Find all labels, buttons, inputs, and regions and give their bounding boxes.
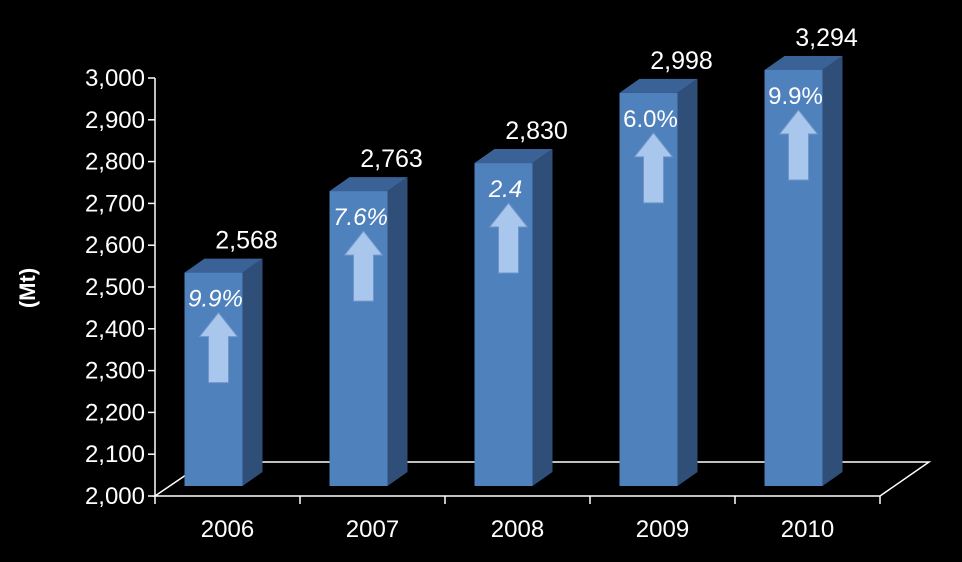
x-tick-label: 2009 <box>636 516 689 543</box>
growth-label: 9.9% <box>188 286 243 313</box>
y-tick-label: 2,600 <box>85 232 145 259</box>
bar-side <box>677 78 698 486</box>
up-arrow-icon <box>633 132 674 204</box>
up-arrow-icon <box>778 109 819 181</box>
y-tick-label: 2,300 <box>85 358 145 385</box>
bar: 7.6% 2,763 <box>329 145 423 487</box>
bar-front <box>329 191 388 487</box>
value-label: 3,294 <box>795 24 858 52</box>
bar-top <box>329 177 408 192</box>
y-tick-label: 2,900 <box>85 107 145 134</box>
y-tick-label: 2,000 <box>85 483 145 510</box>
value-label: 2,998 <box>650 47 713 75</box>
growth-label: 6.0% <box>623 106 678 133</box>
x-tick-label: 2006 <box>201 516 254 543</box>
up-arrow-icon <box>488 202 529 274</box>
y-axis-label: (Mt) <box>15 268 40 308</box>
bar-top <box>184 258 263 273</box>
bars: 9.9% 2,568 7.6% 2,763 2.4 2,830 6.0% 2,998 9.9% 3… <box>184 24 858 487</box>
bar: 6.0% 2,998 <box>619 47 713 486</box>
y-tick-label: 2,200 <box>85 399 145 426</box>
value-label: 2,568 <box>215 227 278 255</box>
bar-side <box>242 258 263 486</box>
bar-top <box>764 56 843 70</box>
x-tick-label: 2010 <box>781 516 834 543</box>
up-arrow-icon <box>198 311 239 384</box>
growth-label: 7.6% <box>333 204 388 231</box>
bar-side <box>387 177 408 487</box>
y-axis: 2,000 2,100 2,200 2,300 2,400 2,500 2,600 2,700… <box>85 65 156 510</box>
x-tick-label: 2008 <box>491 516 544 543</box>
growth-label: 2.4 <box>488 176 522 203</box>
bar-top <box>619 78 698 93</box>
growth-label: 9.9% <box>768 83 823 110</box>
value-label: 2,830 <box>505 117 568 145</box>
y-tick-label: 2,500 <box>85 274 145 301</box>
x-axis: 2006 2007 2008 2009 2010 <box>154 496 881 543</box>
bar: 9.9% 2,568 <box>184 227 278 486</box>
bar-side <box>532 149 553 486</box>
bar: 2.4 2,830 <box>474 117 568 486</box>
y-tick-label: 2,800 <box>85 149 145 176</box>
x-tick-label: 2007 <box>346 516 399 543</box>
y-tick-label: 2,700 <box>85 190 145 217</box>
bar-side <box>822 56 843 486</box>
bar: 9.9% 3,294 <box>764 24 858 486</box>
up-arrow-icon <box>343 230 384 302</box>
value-label: 2,763 <box>360 145 423 173</box>
bar-top <box>474 149 553 164</box>
y-tick-label: 2,100 <box>85 441 145 468</box>
y-tick-label: 3,000 <box>85 65 145 92</box>
y-tick-label: 2,400 <box>85 316 145 343</box>
